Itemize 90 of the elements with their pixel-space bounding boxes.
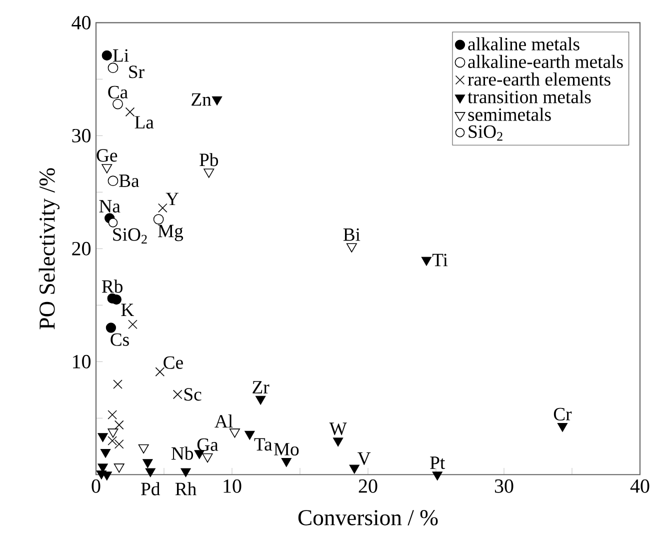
annotation: Nb [171, 446, 194, 460]
annotation: Sr [129, 66, 144, 78]
point [113, 380, 122, 389]
y-tick-label: 20 [72, 242, 91, 256]
x-tick-label: 10 [224, 479, 242, 493]
annotation: Bi [343, 228, 360, 241]
point [102, 50, 112, 61]
annotation: Rh [175, 482, 196, 496]
point [108, 176, 118, 186]
y-tick-label: 40 [72, 16, 91, 30]
annotation: Ta [254, 438, 272, 451]
legend-label: alkaline metals [468, 37, 580, 50]
annotation: Ca [108, 86, 128, 98]
point [128, 320, 138, 330]
point [106, 322, 116, 333]
point [108, 436, 117, 446]
annotation: V [358, 452, 371, 465]
point [108, 410, 117, 420]
y-axis-title: PO Selectivity /% [38, 168, 60, 330]
point [155, 367, 165, 376]
point [114, 420, 124, 430]
annotation: Cr [554, 408, 572, 420]
point [204, 168, 214, 178]
annotation: Zn [192, 93, 212, 106]
annotation: Cs [110, 333, 129, 346]
annotation: Na [99, 200, 120, 213]
point [202, 453, 213, 463]
point [349, 464, 360, 474]
annotation: Al [214, 414, 233, 428]
point [145, 468, 156, 478]
point [332, 438, 344, 447]
legend-label: transition metals [468, 90, 591, 104]
point [112, 98, 123, 110]
annotation: Ba [119, 174, 140, 188]
point [180, 468, 191, 478]
annotation: Ga [197, 438, 218, 451]
annotation: Pd [141, 482, 160, 496]
x-axis-title: Conversion / % [298, 510, 438, 526]
annotation: Pt [430, 456, 446, 470]
point [125, 107, 135, 117]
point [100, 448, 111, 458]
annotation: Rb [102, 280, 122, 293]
point [281, 458, 292, 467]
annotation: Sc [184, 388, 202, 401]
annotation: K [121, 304, 134, 316]
point [229, 428, 240, 438]
annotation: SiO$_{2}$ [113, 228, 147, 244]
point [153, 214, 164, 224]
point [111, 294, 122, 305]
point [255, 396, 266, 405]
point [114, 464, 124, 473]
annotation: Pb [200, 153, 218, 166]
point [98, 433, 108, 442]
y-tick-label: 30 [72, 128, 91, 142]
point [114, 440, 124, 449]
legend-label: rare-earth elements [468, 72, 610, 86]
point [557, 422, 568, 432]
point [172, 390, 182, 400]
point [212, 96, 222, 106]
point [244, 430, 255, 440]
annotation: Y [166, 192, 179, 206]
point [108, 428, 118, 438]
annotation: La [134, 116, 154, 129]
x-tick-label: 30 [494, 479, 514, 493]
annotation: W [329, 422, 347, 436]
legend-label: alkaline-earth metals [468, 54, 623, 68]
y-tick-label: 10 [73, 354, 91, 368]
point [108, 62, 118, 74]
annotation: Ti [432, 254, 448, 266]
annotation: Zr [252, 381, 270, 394]
point [346, 243, 357, 252]
point [102, 164, 112, 174]
x-tick-label: 40 [630, 479, 650, 493]
point [194, 450, 204, 460]
annotation: Ce [164, 356, 183, 369]
point [108, 218, 118, 228]
point [421, 256, 432, 266]
x-tick-label: 20 [358, 479, 378, 493]
point [142, 459, 153, 468]
point [158, 203, 168, 213]
point [432, 472, 442, 481]
point [138, 444, 149, 454]
annotation: Li [113, 49, 129, 62]
legend-label: SiO$_{2}$ [468, 125, 502, 141]
annotation: Ge [96, 149, 118, 162]
x-tick-label: 0 [92, 479, 100, 493]
point [96, 470, 107, 480]
annotation: Mg [158, 224, 184, 242]
legend-label: semimetals [468, 108, 551, 121]
annotation: Mo [274, 443, 299, 456]
